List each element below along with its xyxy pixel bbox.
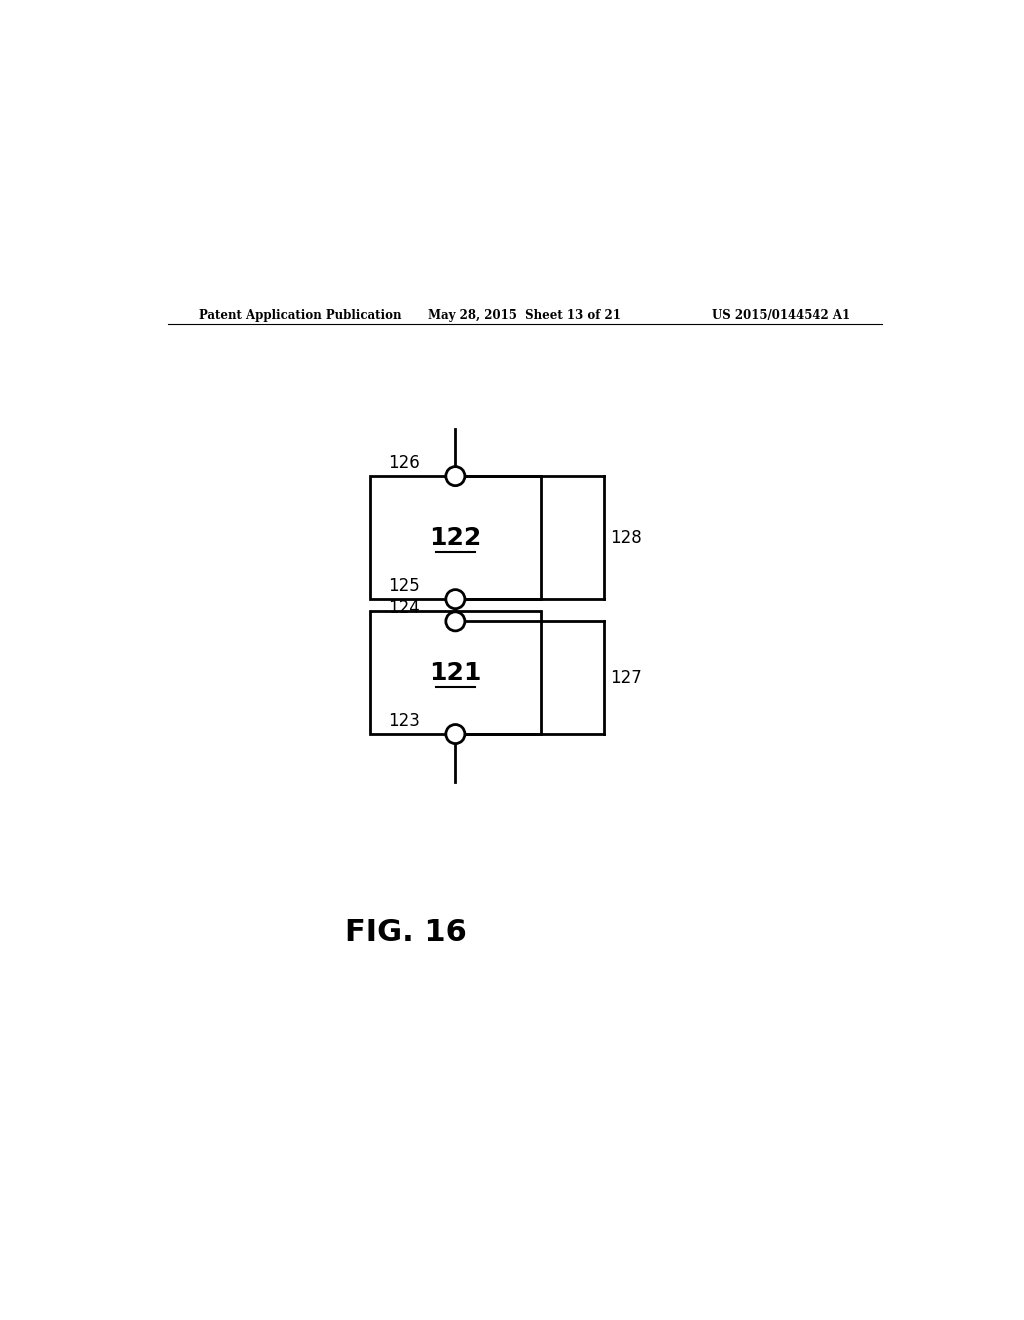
Text: 124: 124: [388, 599, 420, 618]
Text: 128: 128: [610, 528, 642, 546]
Bar: [370, 611, 541, 734]
Text: 122: 122: [429, 525, 481, 549]
Circle shape: [445, 612, 465, 631]
Text: Patent Application Publication: Patent Application Publication: [200, 309, 402, 322]
Text: 121: 121: [429, 660, 481, 685]
Bar: [370, 477, 541, 599]
Text: 123: 123: [388, 711, 420, 730]
Text: 127: 127: [610, 669, 642, 686]
Text: 125: 125: [388, 577, 420, 595]
Text: May 28, 2015  Sheet 13 of 21: May 28, 2015 Sheet 13 of 21: [428, 309, 622, 322]
Text: US 2015/0144542 A1: US 2015/0144542 A1: [712, 309, 850, 322]
Text: 126: 126: [388, 454, 420, 473]
Text: FIG. 16: FIG. 16: [345, 917, 467, 946]
Circle shape: [445, 466, 465, 486]
Circle shape: [445, 590, 465, 609]
Circle shape: [445, 725, 465, 743]
